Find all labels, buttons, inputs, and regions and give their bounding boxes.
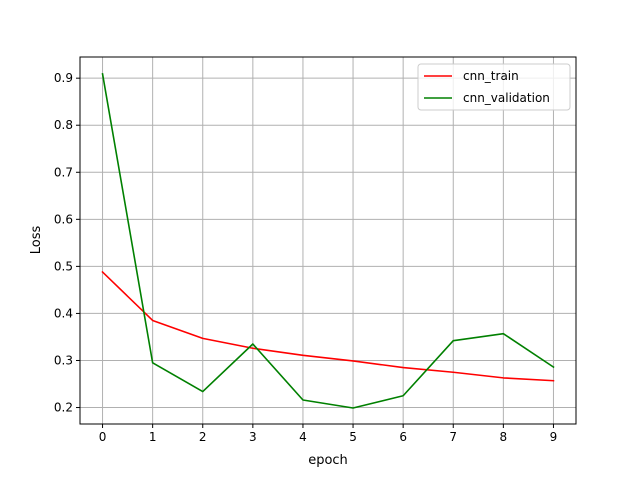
legend-label: cnn_validation: [463, 91, 550, 105]
x-tick-label: 8: [500, 430, 508, 444]
x-tick-label: 1: [149, 430, 157, 444]
y-tick-label: 0.8: [54, 118, 73, 132]
legend-box: [417, 63, 571, 111]
series-line-cnn-validation: [101, 73, 555, 409]
axis-ticks: 0 1 2 3 4 5 6 7 8 9 0.2 0.3 0.4 0.5 0.6 0.7 0.8 0.9: [54, 71, 557, 444]
y-tick-label: 0.9: [54, 71, 73, 85]
legend: cnn_train cnn_validation: [417, 63, 571, 111]
legend-label: cnn_train: [463, 69, 519, 83]
grid: [80, 57, 576, 424]
y-tick-label: 0.5: [54, 259, 73, 273]
x-tick-label: 5: [349, 430, 357, 444]
x-axis-label: epoch: [308, 453, 348, 468]
series-line-cnn-train: [101, 270, 555, 382]
x-tick-label: 0: [99, 430, 107, 444]
x-tick-label: 4: [299, 430, 307, 444]
y-axis-label: Loss: [29, 226, 44, 255]
series-lines: [101, 73, 555, 409]
y-tick-label: 0.6: [54, 212, 73, 226]
x-tick-label: 2: [199, 430, 207, 444]
x-tick-label: 6: [399, 430, 407, 444]
y-tick-label: 0.7: [54, 165, 73, 179]
x-tick-label: 9: [550, 430, 558, 444]
x-tick-label: 7: [449, 430, 457, 444]
y-tick-label: 0.4: [54, 306, 73, 320]
x-tick-label: 3: [249, 430, 257, 444]
plot-frame: [79, 56, 577, 425]
y-tick-label: 0.3: [54, 353, 73, 367]
y-tick-label: 0.2: [54, 401, 73, 415]
